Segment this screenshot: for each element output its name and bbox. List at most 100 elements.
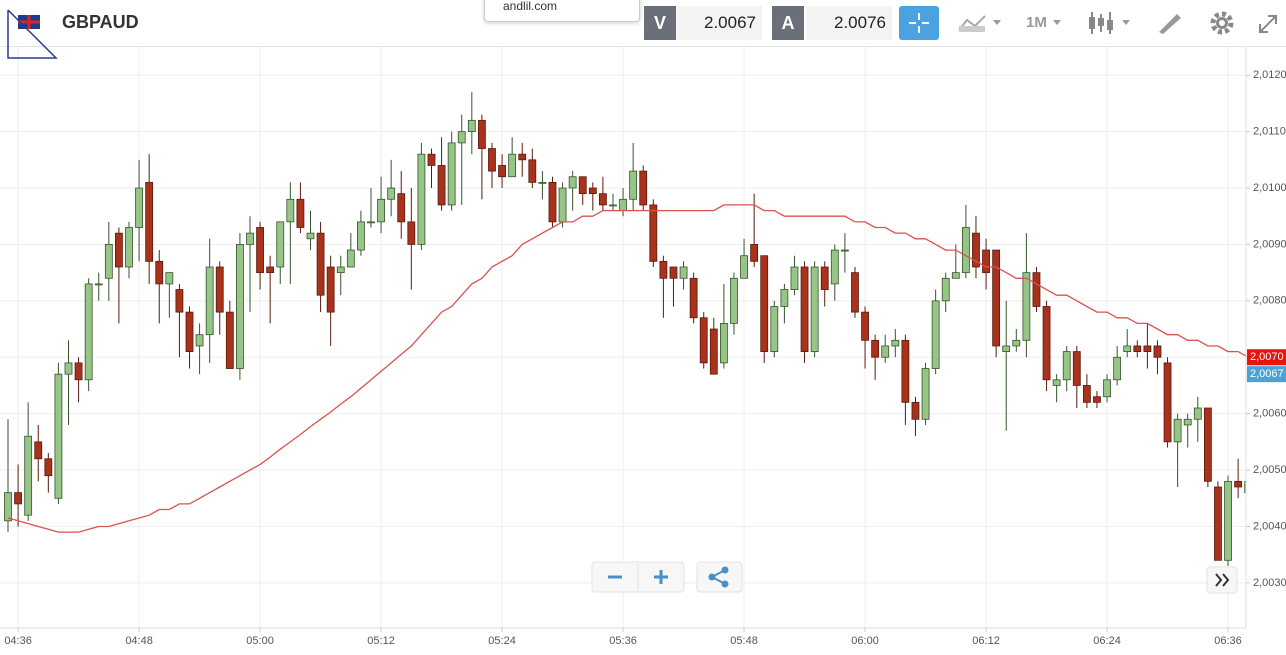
y-tick-label: 2,0080	[1253, 295, 1286, 307]
candle-body	[851, 272, 859, 313]
x-tick-label: 04:36	[4, 635, 32, 647]
candle-body	[528, 159, 537, 183]
candle-body	[558, 187, 567, 223]
y-tick-label: 2,0090	[1253, 238, 1286, 250]
candle-body	[790, 266, 799, 290]
price-tag-label: 2,0067	[1250, 368, 1284, 380]
candle-body	[215, 266, 224, 313]
candle-body	[901, 339, 910, 403]
timeframe-caret[interactable]	[1050, 10, 1068, 36]
candle-body	[1193, 407, 1202, 420]
candle-body	[34, 441, 43, 460]
crosshair-button[interactable]	[899, 6, 939, 40]
zoom-controls	[591, 561, 1238, 594]
candle-body	[125, 227, 133, 268]
candle-body	[498, 165, 506, 178]
candle-body	[639, 170, 648, 206]
candle-body	[588, 187, 597, 195]
candle-body	[1214, 486, 1222, 561]
candle-body	[598, 193, 607, 206]
price-tag	[1247, 349, 1286, 366]
x-tick-label: 05:00	[246, 635, 274, 647]
price-tag	[1247, 366, 1286, 383]
candle-body	[427, 153, 436, 166]
candle-body	[94, 283, 103, 286]
y-tick-label: 2,0030	[1253, 577, 1286, 589]
drawing-button[interactable]	[1155, 10, 1185, 36]
candle-body	[1163, 362, 1172, 443]
candle-body	[871, 339, 880, 358]
candle-body	[840, 249, 849, 252]
share-button[interactable]	[696, 561, 743, 593]
candle-body	[619, 198, 627, 211]
x-tick-label: 06:24	[1093, 635, 1121, 647]
scroll-end-button[interactable]	[1206, 566, 1238, 594]
zoom-in-button[interactable]	[654, 570, 668, 584]
candle-body	[538, 181, 547, 184]
candle-body	[810, 266, 819, 353]
candle-body	[256, 227, 264, 274]
candle-body	[1143, 345, 1152, 353]
candle-body	[346, 249, 355, 268]
candle-body	[578, 176, 587, 195]
candle-body	[24, 435, 33, 516]
chart-type-button[interactable]	[955, 10, 1005, 36]
candle-body	[326, 266, 335, 313]
candle-body	[881, 345, 890, 358]
ask-label[interactable]: A	[772, 6, 804, 40]
candle-body	[387, 187, 396, 200]
candle-body	[44, 458, 53, 477]
x-tick-label: 05:36	[609, 635, 637, 647]
candle-body	[679, 266, 688, 279]
candle-body	[306, 232, 315, 240]
candle-body	[750, 244, 759, 262]
candle-body	[609, 204, 617, 207]
candle-body	[780, 289, 789, 307]
candle-body	[286, 198, 295, 223]
ask-price: 2.0076	[806, 6, 892, 40]
symbol: GBPAUD	[62, 12, 139, 32]
candle-body	[548, 181, 557, 223]
candle-body	[1123, 345, 1132, 353]
candle-body	[861, 311, 869, 341]
settings-button[interactable]	[1208, 9, 1236, 37]
timeframe[interactable]: 1M	[1026, 14, 1047, 31]
candle-body	[377, 198, 385, 223]
candle-body	[397, 193, 406, 223]
candle-body	[1173, 418, 1182, 443]
candle-body	[699, 317, 708, 364]
candle-body	[1203, 407, 1212, 482]
candle-body	[709, 328, 718, 375]
candle-body	[1062, 351, 1071, 381]
x-tick-label: 06:36	[1214, 635, 1242, 647]
x-tick-label: 06:12	[972, 635, 1000, 647]
y-tick-label: 2,0120	[1253, 69, 1286, 81]
candle-body	[961, 227, 970, 274]
candle-body	[1244, 480, 1246, 494]
candle-body	[367, 221, 375, 224]
candle-body	[478, 119, 486, 149]
y-tick-label: 2,0040	[1253, 520, 1286, 532]
bid-label[interactable]: V	[644, 6, 676, 40]
fullscreen-button[interactable]	[1256, 12, 1280, 36]
candle-body	[54, 373, 63, 499]
candle-body	[165, 272, 174, 285]
candle-body	[951, 272, 960, 279]
candle-body	[629, 170, 638, 200]
candle-body	[1032, 272, 1041, 307]
candle-body	[175, 289, 184, 313]
candle-body	[437, 165, 446, 206]
candle-body	[1022, 272, 1031, 341]
x-tick-label: 06:00	[851, 635, 879, 647]
candle-body	[4, 492, 12, 522]
candle-style-button[interactable]	[1084, 8, 1134, 38]
tooltip: andlil.com	[484, 0, 640, 22]
candle-body	[246, 232, 254, 245]
candle-body	[357, 221, 365, 251]
candle-body	[447, 142, 456, 206]
candle-body	[1093, 396, 1101, 403]
candle-body	[155, 260, 164, 285]
candle-body	[992, 249, 1001, 347]
candle-body	[74, 362, 83, 381]
candle-body	[266, 266, 275, 274]
